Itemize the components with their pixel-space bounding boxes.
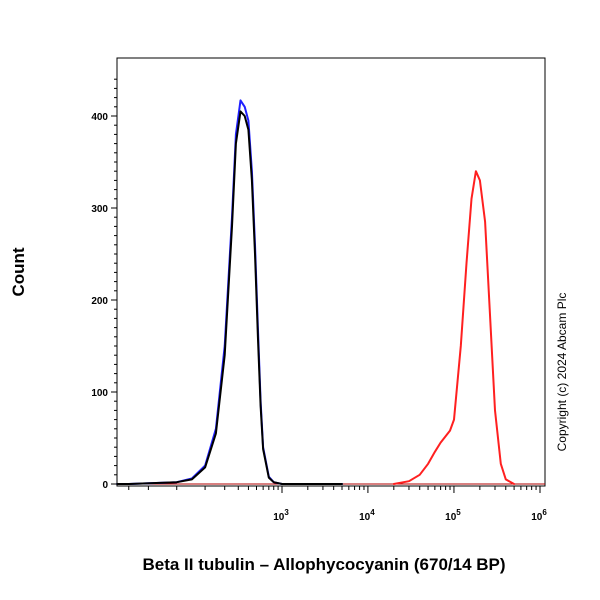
y-axis: 0 100 200 300 400 [91,78,117,491]
x-tick-label: 103 [273,508,289,523]
y-tick-label: 100 [91,388,108,399]
x-tick-label: 104 [359,508,375,523]
x-axis: 103 104 105 106 [128,486,547,523]
x-axis-title: Beta II tubulin – Allophycocyanin (670/1… [142,555,505,574]
series-line-3 [392,170,516,485]
y-tick-label: 300 [91,204,108,215]
y-tick-label: 400 [91,112,108,123]
series-line-1 [116,99,343,485]
x-tick-label: 106 [531,508,547,523]
y-tick-label: 200 [91,296,108,307]
plot-area [116,57,546,487]
y-tick-label: 0 [102,480,108,491]
series-layer [116,99,545,485]
x-tick-label: 105 [445,508,461,523]
y-axis-title: Count [9,247,28,296]
copyright-text: Copyright (c) 2024 Abcam Plc [555,293,569,452]
plot-frame [116,57,546,487]
series-line-2 [116,110,343,485]
